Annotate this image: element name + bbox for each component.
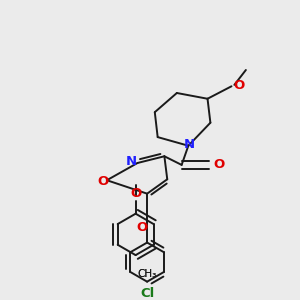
- Text: CH₃: CH₃: [138, 269, 157, 279]
- Text: O: O: [136, 221, 148, 234]
- Text: O: O: [233, 79, 244, 92]
- Text: N: N: [126, 155, 137, 168]
- Text: Cl: Cl: [140, 287, 154, 300]
- Text: O: O: [97, 175, 108, 188]
- Text: N: N: [184, 138, 195, 151]
- Text: CH₃: CH₃: [137, 269, 157, 279]
- Text: O: O: [130, 187, 141, 200]
- Text: O: O: [213, 158, 224, 170]
